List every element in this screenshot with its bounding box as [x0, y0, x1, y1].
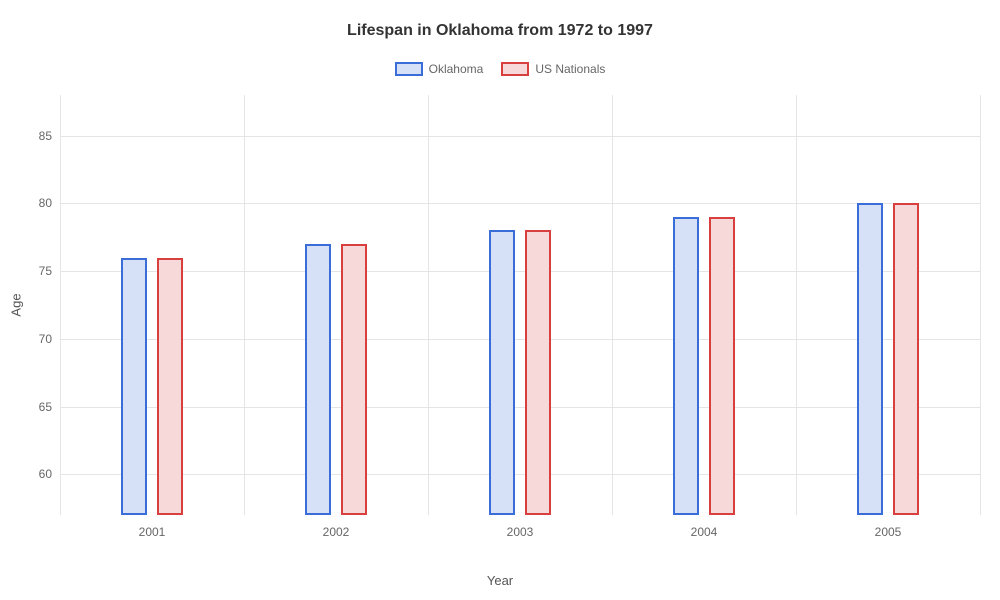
x-tick-label: 2005: [875, 515, 902, 539]
y-axis-label: Age: [9, 293, 24, 316]
gridline-horizontal: [60, 474, 980, 475]
y-tick-label: 85: [39, 129, 60, 143]
legend-item: Oklahoma: [395, 62, 484, 76]
gridline-horizontal: [60, 136, 980, 137]
bar: [341, 244, 367, 515]
chart-title: Lifespan in Oklahoma from 1972 to 1997: [0, 0, 1000, 40]
bar: [489, 230, 515, 515]
bar: [121, 258, 147, 515]
gridline-horizontal: [60, 339, 980, 340]
y-tick-label: 60: [39, 467, 60, 481]
x-tick-label: 2003: [507, 515, 534, 539]
bar: [157, 258, 183, 515]
bar: [305, 244, 331, 515]
bar: [673, 217, 699, 515]
gridline-vertical: [612, 95, 613, 515]
chart-container: Lifespan in Oklahoma from 1972 to 1997 O…: [0, 0, 1000, 600]
gridline-vertical: [980, 95, 981, 515]
x-tick-label: 2001: [139, 515, 166, 539]
gridline-vertical: [796, 95, 797, 515]
legend-label: US Nationals: [535, 62, 605, 76]
legend-item: US Nationals: [501, 62, 605, 76]
plot-area: 60657075808520012002200320042005: [60, 95, 980, 515]
gridline-horizontal: [60, 271, 980, 272]
bar: [857, 203, 883, 515]
y-tick-label: 70: [39, 332, 60, 346]
bar: [893, 203, 919, 515]
x-tick-label: 2002: [323, 515, 350, 539]
y-tick-label: 75: [39, 264, 60, 278]
gridline-vertical: [244, 95, 245, 515]
legend-swatch: [395, 62, 423, 76]
gridline-vertical: [60, 95, 61, 515]
y-tick-label: 80: [39, 196, 60, 210]
gridline-vertical: [428, 95, 429, 515]
gridline-horizontal: [60, 203, 980, 204]
y-tick-label: 65: [39, 400, 60, 414]
x-axis-label: Year: [487, 573, 513, 588]
legend: Oklahoma US Nationals: [0, 62, 1000, 76]
legend-swatch: [501, 62, 529, 76]
bar: [525, 230, 551, 515]
bar: [709, 217, 735, 515]
gridline-horizontal: [60, 407, 980, 408]
x-tick-label: 2004: [691, 515, 718, 539]
legend-label: Oklahoma: [429, 62, 484, 76]
